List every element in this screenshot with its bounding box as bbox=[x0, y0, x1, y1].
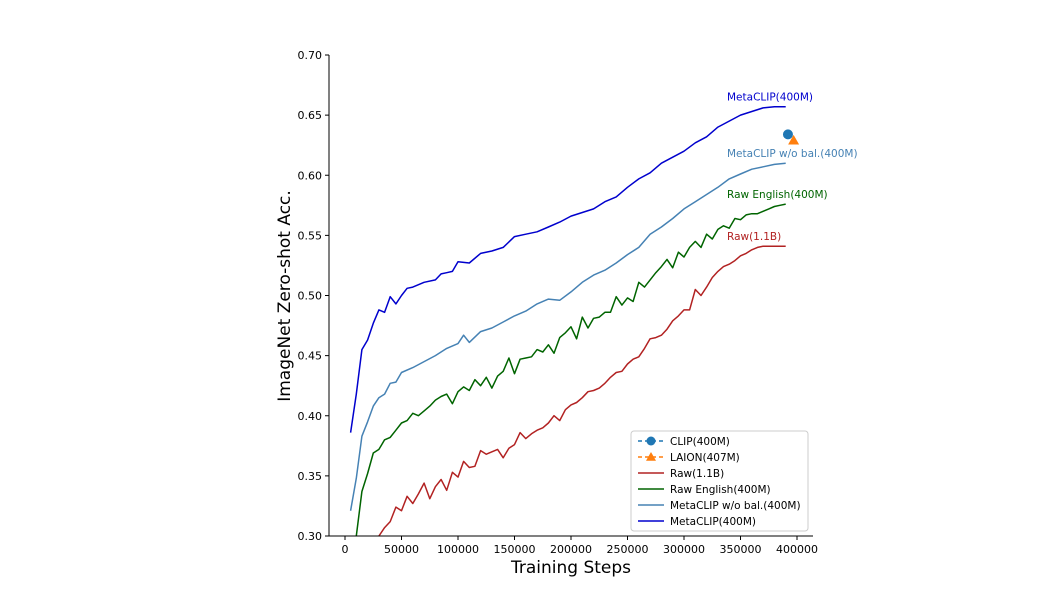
x-tick-label: 250000 bbox=[607, 543, 649, 556]
legend-label: LAION(407M) bbox=[670, 452, 740, 464]
x-tick-label: 400000 bbox=[776, 543, 818, 556]
legend-label: MetaCLIP(400M) bbox=[670, 516, 756, 528]
y-tick-label: 0.35 bbox=[298, 470, 323, 483]
y-tick-label: 0.55 bbox=[298, 229, 323, 242]
x-tick-label: 200000 bbox=[550, 543, 592, 556]
y-ticks: 0.30 0.35 0.40 0.45 0.50 0.55 0.60 0.65 0.70 bbox=[298, 49, 329, 543]
x-tick-label: 100000 bbox=[437, 543, 479, 556]
y-tick-label: 0.65 bbox=[298, 109, 323, 122]
series-layer bbox=[349, 105, 786, 536]
x-tick-label: 0 bbox=[342, 543, 349, 556]
legend-label: MetaCLIP w/o bal.(400M) bbox=[670, 500, 801, 512]
legend-label: Raw(1.1B) bbox=[670, 468, 724, 480]
x-ticks: 0 50000 100000 150000 200000 250000 300000 3500… bbox=[342, 536, 818, 556]
y-tick-label: 0.45 bbox=[298, 350, 323, 363]
y-tick-label: 0.60 bbox=[298, 169, 323, 182]
legend: CLIP(400M) LAION(407M) Raw(1.1B) Raw Englis… bbox=[630, 430, 809, 532]
end-label-metaclip-400m-: MetaCLIP(400M) bbox=[727, 92, 813, 104]
point-laion-407m- bbox=[788, 134, 800, 145]
end-label-raw-english-400m-: Raw English(400M) bbox=[727, 189, 828, 201]
end-label-metaclip-w-o-bal-400m-: MetaCLIP w/o bal.(400M) bbox=[727, 148, 858, 160]
legend-swatch-marker bbox=[646, 436, 656, 446]
series-line-raw-english-400m- bbox=[355, 203, 786, 536]
legend-frame bbox=[630, 430, 809, 532]
y-axis-label: ImageNet Zero-shot Acc. bbox=[275, 190, 295, 402]
end-label-raw-1-1b-: Raw(1.1B) bbox=[727, 231, 781, 243]
legend-label: Raw English(400M) bbox=[670, 484, 771, 496]
legend-swatch-marker bbox=[646, 452, 656, 461]
legend-label: CLIP(400M) bbox=[670, 436, 730, 448]
y-tick-label: 0.50 bbox=[298, 290, 323, 303]
series-line-metaclip-400m- bbox=[349, 105, 786, 433]
point-clip-400m- bbox=[782, 129, 793, 140]
x-axis-label: Training Steps bbox=[510, 558, 631, 578]
series-line-metaclip-w-o-bal-400m- bbox=[349, 162, 786, 511]
x-tick-label: 300000 bbox=[663, 543, 705, 556]
x-tick-label: 350000 bbox=[720, 543, 762, 556]
y-tick-label: 0.70 bbox=[298, 49, 323, 62]
x-tick-label: 50000 bbox=[384, 543, 419, 556]
points-layer bbox=[782, 129, 800, 145]
y-tick-label: 0.30 bbox=[298, 530, 323, 543]
series-line-raw-1-1b- bbox=[378, 245, 786, 536]
x-tick-label: 150000 bbox=[494, 543, 536, 556]
end-labels: MetaCLIP(400M) MetaCLIP w/o bal.(400M) Raw… bbox=[727, 92, 858, 243]
y-tick-label: 0.40 bbox=[298, 410, 323, 423]
